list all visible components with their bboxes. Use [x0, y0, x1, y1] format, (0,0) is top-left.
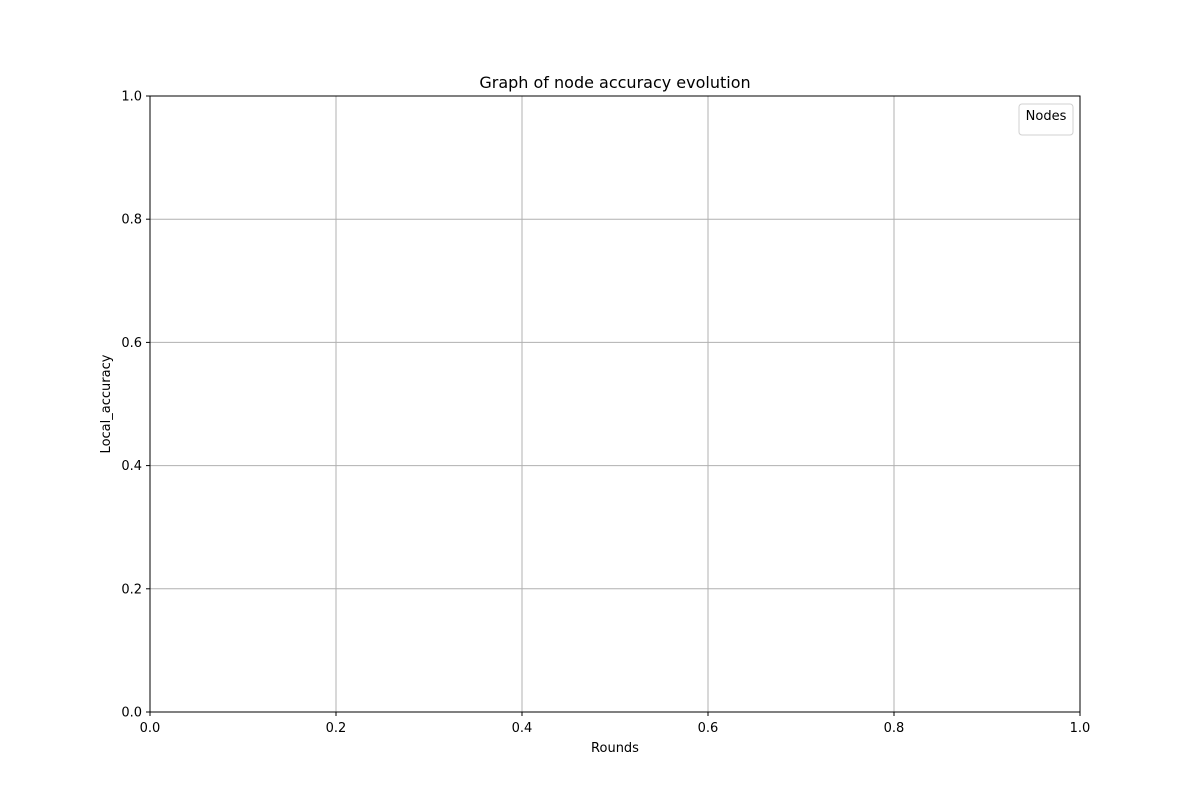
x-axis-label: Rounds	[591, 741, 639, 756]
grid-layer	[149, 95, 1081, 713]
legend-box	[1018, 103, 1074, 136]
y-axis-label: Local_accuracy	[99, 354, 114, 453]
x-tick-label: 0.0	[140, 721, 161, 736]
x-axis-ticks: 0.0 0.2 0.4 0.6 0.8 1.0	[140, 712, 1091, 736]
x-tick-label: 0.4	[512, 721, 533, 736]
legend-title: Nodes	[1026, 109, 1067, 124]
x-tick-label: 0.8	[884, 721, 905, 736]
x-tick-label: 0.2	[326, 721, 347, 736]
y-tick-label: 0.4	[121, 459, 142, 474]
y-tick-label: 0.8	[121, 213, 142, 228]
legend: Nodes	[1018, 103, 1074, 136]
y-tick-label: 1.0	[121, 90, 142, 105]
y-tick-label: 0.0	[121, 706, 142, 721]
x-tick-label: 1.0	[1070, 721, 1091, 736]
x-tick-label: 0.6	[698, 721, 719, 736]
y-axis-ticks: 0.0 0.2 0.4 0.6 0.8 1.0	[121, 90, 150, 721]
chart-title: Graph of node accuracy evolution	[479, 73, 750, 92]
y-tick-label: 0.2	[121, 582, 142, 597]
y-tick-label: 0.6	[121, 336, 142, 351]
plot-frame	[149, 95, 1081, 713]
